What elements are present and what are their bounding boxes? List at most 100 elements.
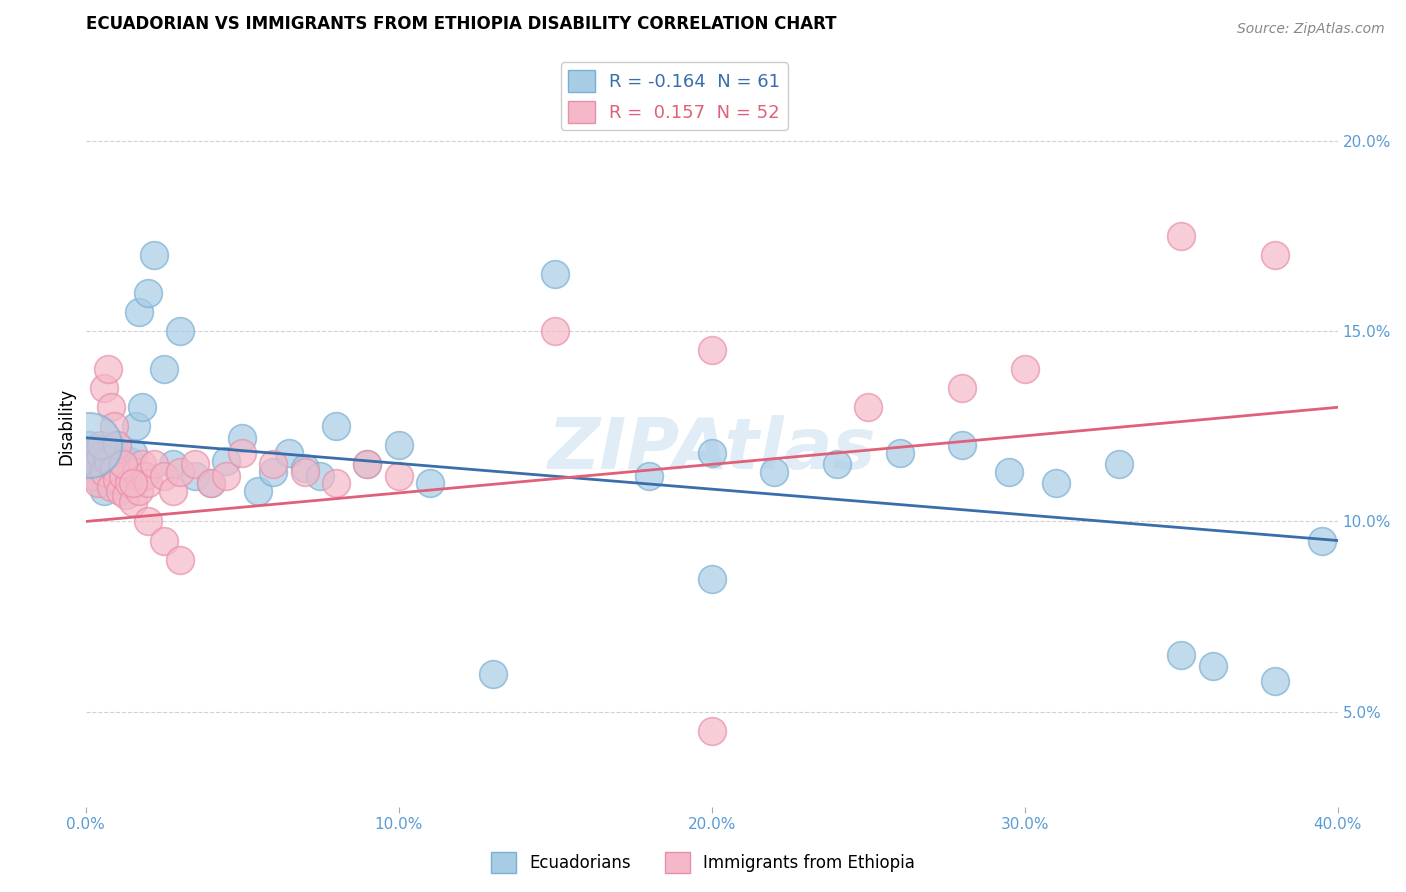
Point (1108, 458, 1130, 472)
Point (118, 453, 141, 467)
Point (115, 461, 138, 475)
Point (278, 446, 301, 460)
Point (112, 468, 135, 483)
Point (1045, 476, 1067, 491)
Point (128, 483, 150, 498)
Point (80, 446, 103, 460)
Point (856, 401, 879, 415)
Point (294, 465, 316, 479)
Point (103, 465, 125, 479)
Point (215, 468, 238, 483)
Point (105, 473, 128, 487)
Point (1170, 229, 1192, 244)
Point (121, 476, 143, 491)
Point (184, 468, 207, 483)
Text: Source: ZipAtlas.com: Source: ZipAtlas.com (1237, 22, 1385, 37)
Point (825, 458, 848, 472)
Point (80, 468, 103, 483)
Point (100, 468, 122, 483)
Point (481, 666, 503, 681)
Point (544, 324, 567, 338)
Point (388, 468, 411, 483)
Point (325, 419, 347, 434)
Point (90, 438, 112, 452)
Point (100, 458, 122, 472)
Legend: R = -0.164  N = 61, R =  0.157  N = 52: R = -0.164 N = 61, R = 0.157 N = 52 (561, 62, 787, 130)
Point (700, 723, 723, 738)
Point (1264, 248, 1286, 262)
Point (96, 453, 118, 467)
Point (103, 419, 125, 434)
Point (93, 461, 115, 475)
Point (77, 438, 100, 452)
Point (1014, 362, 1036, 376)
Point (100, 480, 122, 494)
Legend: Ecuadorians, Immigrants from Ethiopia: Ecuadorians, Immigrants from Ethiopia (485, 846, 921, 880)
Text: ZIPAtlas: ZIPAtlas (547, 415, 876, 483)
Point (309, 468, 332, 483)
Point (143, 248, 166, 262)
Point (90, 453, 112, 467)
Point (80, 458, 103, 472)
Point (121, 446, 143, 460)
Point (112, 458, 135, 472)
Point (356, 458, 378, 472)
Point (96, 446, 118, 460)
Point (638, 468, 661, 483)
Point (544, 267, 567, 281)
Point (125, 465, 148, 479)
Point (105, 450, 128, 464)
Point (96, 362, 118, 376)
Point (419, 476, 441, 491)
Point (700, 572, 723, 586)
Point (84, 468, 107, 483)
Point (356, 458, 378, 472)
Y-axis label: Disability: Disability (58, 388, 75, 465)
Point (112, 465, 135, 479)
Point (169, 465, 191, 479)
Point (115, 488, 138, 502)
Point (108, 483, 131, 498)
Point (96, 473, 118, 487)
Point (153, 468, 176, 483)
Point (128, 305, 150, 319)
Point (262, 465, 284, 479)
Point (84, 450, 107, 464)
Point (325, 476, 347, 491)
Point (90, 450, 112, 464)
Point (950, 438, 973, 452)
Point (215, 453, 238, 467)
Point (1201, 659, 1223, 673)
Point (93, 465, 115, 479)
Point (125, 419, 148, 434)
Point (200, 476, 222, 491)
Point (153, 533, 176, 548)
Point (105, 438, 128, 452)
Point (105, 438, 128, 452)
Point (246, 483, 269, 498)
Point (131, 458, 153, 472)
Point (121, 495, 143, 509)
Point (93, 483, 115, 498)
Point (136, 286, 159, 301)
Point (136, 515, 159, 529)
Point (103, 442, 125, 457)
Point (1170, 648, 1192, 662)
Point (889, 446, 911, 460)
Point (231, 446, 253, 460)
Point (87, 465, 110, 479)
Point (763, 465, 786, 479)
Point (388, 438, 411, 452)
Point (90, 476, 112, 491)
Point (77, 438, 100, 452)
Point (93, 381, 115, 395)
Text: ECUADORIAN VS IMMIGRANTS FROM ETHIOPIA DISABILITY CORRELATION CHART: ECUADORIAN VS IMMIGRANTS FROM ETHIOPIA D… (86, 15, 837, 33)
Point (103, 461, 125, 475)
Point (153, 362, 176, 376)
Point (100, 401, 122, 415)
Point (200, 476, 222, 491)
Point (262, 458, 284, 472)
Point (231, 431, 253, 445)
Point (998, 465, 1021, 479)
Point (1310, 533, 1333, 548)
